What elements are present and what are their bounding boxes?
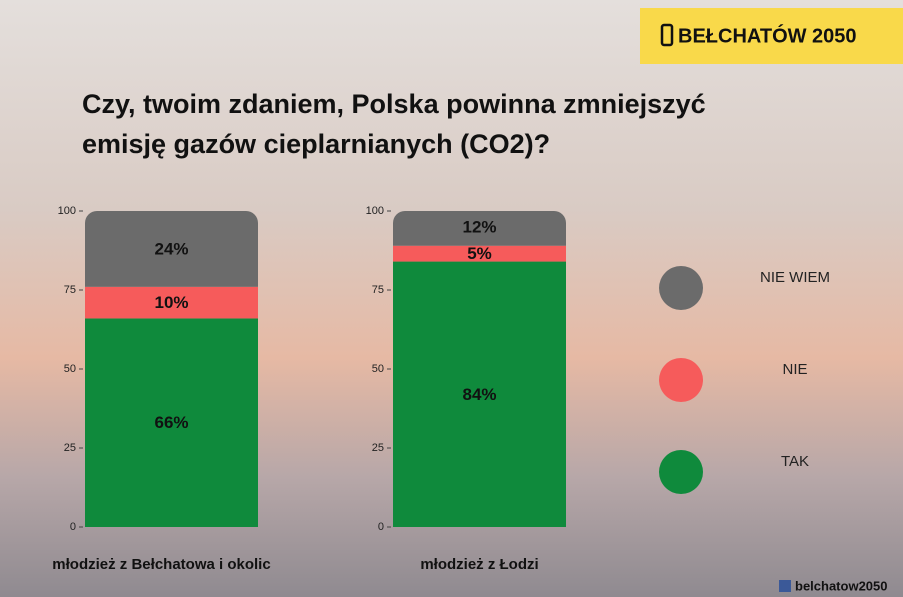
y-tick-label: 50 xyxy=(372,363,384,375)
badge-text: BEŁCHATÓW 2050 xyxy=(678,23,857,47)
legend-swatch xyxy=(659,358,703,402)
y-tick-label: 0 xyxy=(378,521,384,533)
y-tick-label: 100 xyxy=(366,205,384,217)
value-label: 66% xyxy=(154,413,188,432)
legend-label: TAK xyxy=(781,453,809,470)
y-tick-label: 25 xyxy=(372,442,384,454)
y-tick-label: 100 xyxy=(58,205,76,217)
badge-icon xyxy=(660,23,674,47)
y-tick-label: 50 xyxy=(64,363,76,375)
bar-segment xyxy=(393,245,566,262)
value-label: 12% xyxy=(462,217,496,236)
chart-title: Czy, twoim zdaniem, Polska powinna zmnie… xyxy=(82,89,706,159)
value-label: 10% xyxy=(154,293,188,312)
footer-text: belchatow2050 xyxy=(795,578,888,593)
y-tick-label: 75 xyxy=(372,284,384,296)
y-tick-label: 75 xyxy=(64,284,76,296)
bar-segment xyxy=(85,318,258,527)
y-tick-label: 0 xyxy=(70,521,76,533)
bar-segment xyxy=(393,261,566,527)
legend-label: NIE WIEM xyxy=(760,269,830,286)
value-label: 24% xyxy=(154,239,188,258)
bar-segment xyxy=(85,286,258,319)
value-label: 5% xyxy=(467,244,492,263)
bar-group xyxy=(393,211,566,527)
bar-segment xyxy=(393,211,566,246)
x-tick-label: młodzież z Bełchatowa i okolic xyxy=(52,556,270,573)
bar-group xyxy=(85,211,258,527)
value-label: 84% xyxy=(462,385,496,404)
bar-segment xyxy=(85,211,258,287)
legend-swatch xyxy=(659,450,703,494)
legend-label: NIE xyxy=(782,361,807,378)
facebook-icon xyxy=(779,580,791,592)
x-tick-label: młodzież z Łodzi xyxy=(420,556,538,573)
y-tick-label: 25 xyxy=(64,442,76,454)
badge-box xyxy=(640,8,903,64)
legend-swatch xyxy=(659,266,703,310)
